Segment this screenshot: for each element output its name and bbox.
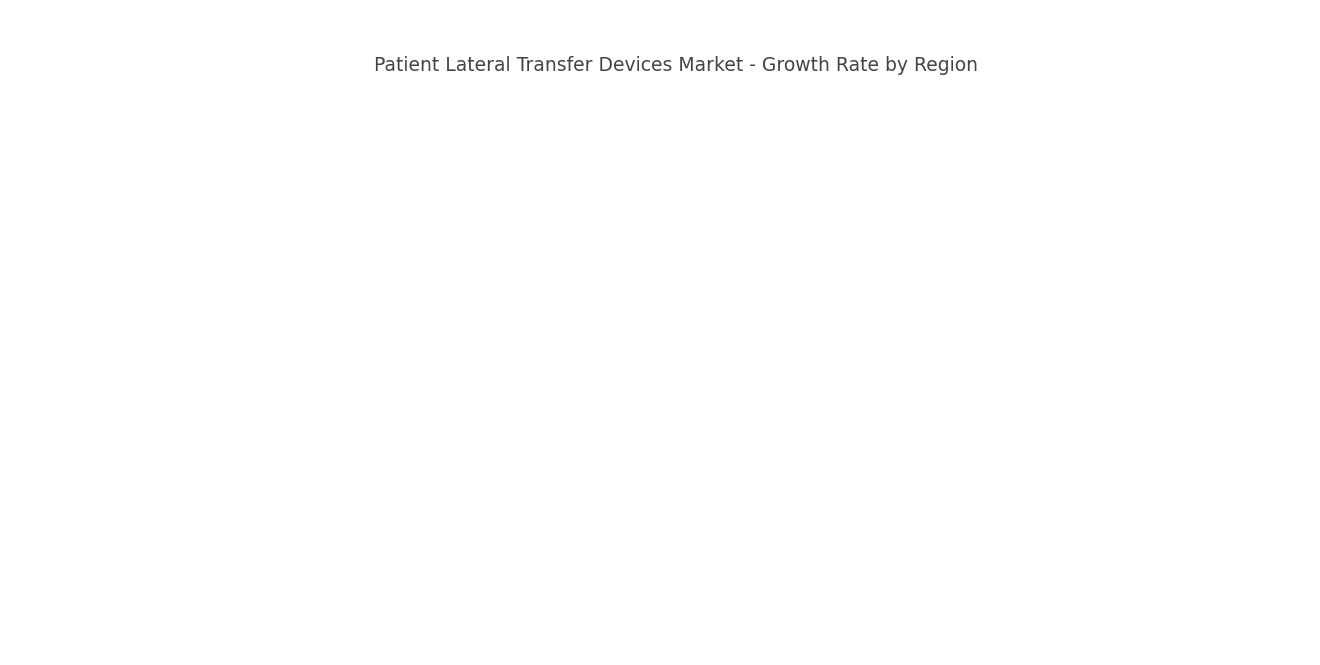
Title: Patient Lateral Transfer Devices Market - Growth Rate by Region: Patient Lateral Transfer Devices Market … [375, 57, 978, 75]
